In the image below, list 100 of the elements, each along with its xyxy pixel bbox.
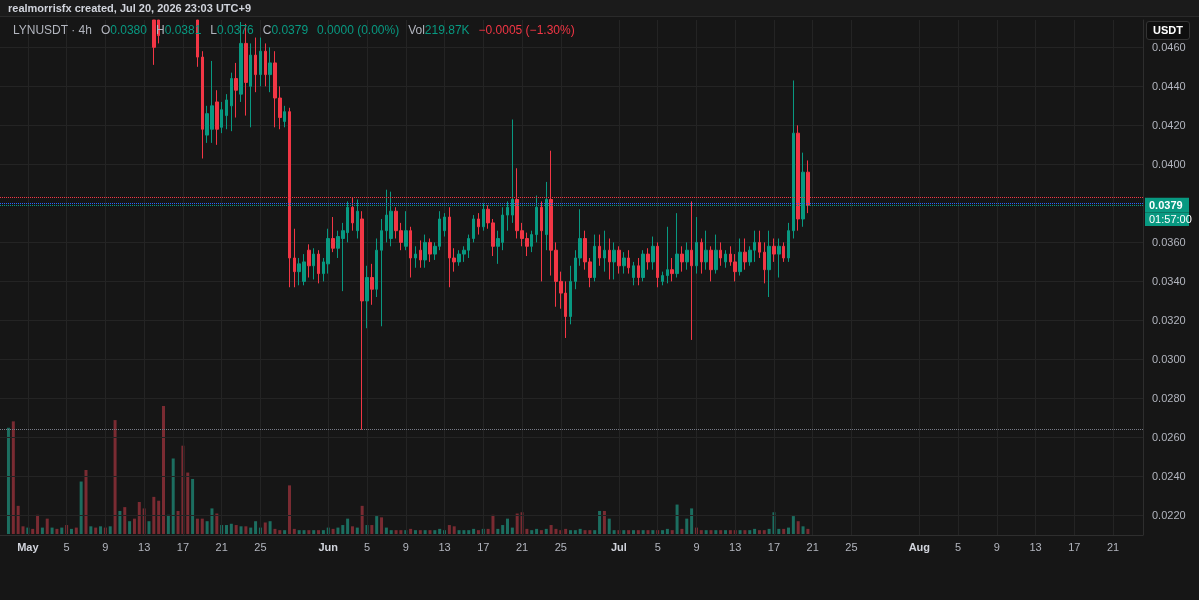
bar xyxy=(36,514,40,534)
bar xyxy=(699,530,703,534)
x-tick-label: 5 xyxy=(63,540,70,553)
candlestick xyxy=(215,89,219,146)
x-tick-label: 13 xyxy=(438,540,451,553)
x-tick-label: 5 xyxy=(363,540,371,553)
bar xyxy=(137,502,141,534)
bar xyxy=(350,526,354,534)
candlestick xyxy=(719,241,722,267)
bar xyxy=(535,528,539,534)
bar xyxy=(268,521,272,534)
bar xyxy=(457,530,461,534)
candlestick xyxy=(772,237,776,263)
candlestick xyxy=(268,46,272,93)
bar xyxy=(162,406,166,534)
bar xyxy=(278,530,282,534)
candlestick xyxy=(472,214,475,243)
bar xyxy=(302,530,306,534)
y-tick-label: 0.0440 xyxy=(1152,80,1186,93)
x-tick-label: 13 xyxy=(1029,540,1042,553)
annotation: 0.0000 (0.00%) xyxy=(317,23,400,37)
bar xyxy=(254,521,258,534)
chart-title: LYNUSDT · 4h xyxy=(13,23,92,37)
candlestick xyxy=(695,216,698,275)
candlestick xyxy=(259,37,262,87)
bar xyxy=(312,530,316,534)
annotation: C0.0379 xyxy=(262,23,309,37)
candlestick xyxy=(685,241,689,271)
bar xyxy=(719,530,723,534)
candlestick xyxy=(763,241,766,284)
candlestick xyxy=(738,237,742,277)
candlestick xyxy=(598,234,601,267)
bar xyxy=(50,527,54,534)
candlestick xyxy=(365,265,369,329)
bar xyxy=(762,530,766,534)
candlestick xyxy=(249,42,252,128)
x-tick-label: 9 xyxy=(102,540,109,553)
y-tick-label: 0.0400 xyxy=(1152,158,1186,171)
candlestick xyxy=(627,249,630,275)
bar xyxy=(341,525,345,534)
bar xyxy=(317,530,321,534)
bar xyxy=(84,470,88,534)
bar xyxy=(583,530,587,534)
bar xyxy=(283,530,287,534)
bar xyxy=(147,521,151,534)
bar xyxy=(380,517,384,534)
x-tick-label: Jun xyxy=(318,540,339,553)
bar xyxy=(55,528,59,534)
bar xyxy=(234,525,238,534)
bar xyxy=(743,530,747,534)
candlestick xyxy=(646,247,650,271)
bar xyxy=(94,527,98,534)
bar xyxy=(394,530,398,534)
bar xyxy=(496,528,500,534)
candlestick xyxy=(331,216,335,253)
candlestick xyxy=(704,230,708,271)
x-tick-label: May xyxy=(17,540,40,553)
bar xyxy=(685,518,689,534)
bar xyxy=(588,530,592,534)
bar xyxy=(273,528,277,534)
x-tick-label: 5 xyxy=(654,540,661,553)
y-tick-label: 0.0300 xyxy=(1152,353,1186,366)
bar xyxy=(452,526,456,534)
bar xyxy=(680,528,684,534)
bar xyxy=(11,421,15,534)
x-tick-label: Aug xyxy=(908,540,931,553)
candlestick xyxy=(540,200,543,282)
bar xyxy=(636,530,640,534)
y-tick-label: 0.0420 xyxy=(1152,119,1186,132)
y-tick-label: 0.0360 xyxy=(1152,236,1186,249)
bar xyxy=(21,526,25,534)
candlestick xyxy=(670,257,674,282)
bar xyxy=(665,528,669,534)
bar xyxy=(200,518,204,534)
bar xyxy=(622,530,626,534)
bar xyxy=(321,530,325,534)
bar xyxy=(593,530,597,534)
candlestick xyxy=(530,230,533,253)
candlestick xyxy=(612,241,616,280)
candlestick xyxy=(254,37,257,93)
bar xyxy=(6,427,10,534)
bar xyxy=(753,528,757,534)
x-tick-label: 9 xyxy=(402,540,409,553)
bar xyxy=(791,516,795,534)
candlestick xyxy=(370,263,374,306)
bar xyxy=(191,478,195,534)
x-tick-label: 25 xyxy=(254,540,267,553)
bar xyxy=(476,530,480,534)
bar xyxy=(738,530,742,534)
bar xyxy=(510,527,514,534)
candlestick xyxy=(234,62,238,119)
bar xyxy=(399,530,403,534)
bar xyxy=(612,530,616,534)
candlestick xyxy=(443,212,446,238)
bar xyxy=(438,528,442,534)
bar xyxy=(99,526,103,534)
x-tick-label: 17 xyxy=(1068,540,1081,553)
candlestick xyxy=(152,19,156,66)
y-tick-label: 0.0280 xyxy=(1152,392,1186,405)
candlestick xyxy=(283,105,286,128)
